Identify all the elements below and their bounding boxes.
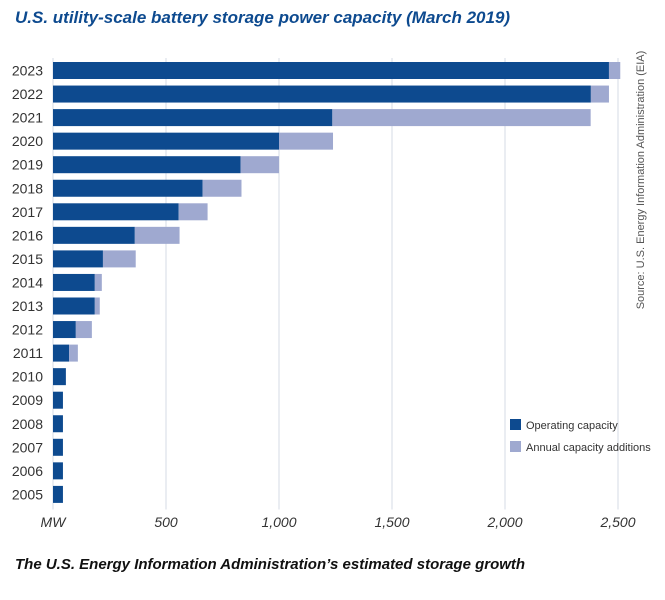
x-tick-label: 2,500 [599, 514, 635, 530]
y-tick-label: 2016 [12, 227, 43, 243]
y-tick-label: 2020 [12, 133, 43, 149]
bar-additions [94, 273, 102, 291]
bar-operating [53, 132, 279, 150]
y-tick-label: 2006 [12, 463, 43, 479]
legend-label: Operating capacity [526, 420, 618, 432]
y-tick-label: 2009 [12, 392, 43, 408]
bar-additions [69, 344, 78, 362]
bar-additions [75, 321, 92, 339]
y-tick-label: 2022 [12, 86, 43, 102]
x-tick-label: 500 [154, 514, 178, 530]
chart-svg: 500 1,000 1,500 2,000 2,500 MW 2023 2022 2021 202… [12, 58, 651, 530]
bar-additions [202, 179, 242, 197]
bar-operating [53, 203, 179, 221]
y-tick-label: 2021 [12, 110, 43, 126]
bar-operating [53, 368, 66, 386]
y-tick-label: 2019 [12, 157, 43, 173]
bar-operating [53, 438, 63, 456]
legend-label: Annual capacity additions [526, 442, 651, 454]
y-tick-label: 2008 [12, 416, 43, 432]
bar-additions [134, 226, 180, 244]
y-tick-label: 2012 [12, 322, 43, 338]
source-note: Source: U.S. Energy Information Administ… [635, 50, 647, 310]
x-tick-label: 1,000 [261, 514, 296, 530]
bar-operating [53, 415, 63, 433]
bar-additions [279, 132, 334, 150]
y-tick-label: 2011 [13, 345, 43, 361]
bar-operating [53, 391, 63, 409]
bar-additions [240, 156, 279, 174]
bar-additions [590, 85, 609, 103]
bar-additions [102, 250, 136, 268]
y-tick-label: 2015 [12, 251, 43, 267]
bar-additions [178, 203, 208, 221]
bar-operating [53, 321, 76, 339]
chart-title: U.S. utility-scale battery storage power… [15, 8, 511, 27]
bar-operating [53, 179, 203, 197]
x-tick-label: 2,000 [486, 514, 522, 530]
y-tick-label: 2018 [12, 180, 43, 196]
y-tick-label: 2017 [12, 204, 43, 220]
bar-operating [53, 85, 591, 103]
bar-operating [53, 250, 103, 268]
bar-operating [53, 462, 63, 480]
y-tick-label: 2007 [12, 439, 43, 455]
y-tick-label: 2013 [12, 298, 43, 314]
x-axis-label: MW [41, 514, 68, 530]
bar-operating [53, 273, 95, 291]
y-tick-label: 2005 [12, 486, 43, 502]
bar-additions [608, 62, 621, 79]
bar-operating [53, 485, 63, 503]
y-tick-label: 2023 [12, 63, 43, 79]
bar-additions [332, 109, 591, 127]
bar-operating [53, 156, 241, 174]
bar-operating [53, 226, 135, 244]
caption: The U.S. Energy Information Administrati… [15, 556, 526, 573]
y-tick-label: 2014 [12, 274, 43, 290]
bar-operating [53, 62, 609, 79]
y-tick-label: 2010 [12, 369, 43, 385]
bar-operating [53, 344, 70, 362]
legend-swatch [510, 419, 521, 430]
bar-operating [53, 109, 333, 127]
legend-swatch [510, 441, 521, 452]
bar-additions [94, 297, 100, 315]
bar-operating [53, 297, 95, 315]
x-tick-label: 1,500 [374, 514, 409, 530]
